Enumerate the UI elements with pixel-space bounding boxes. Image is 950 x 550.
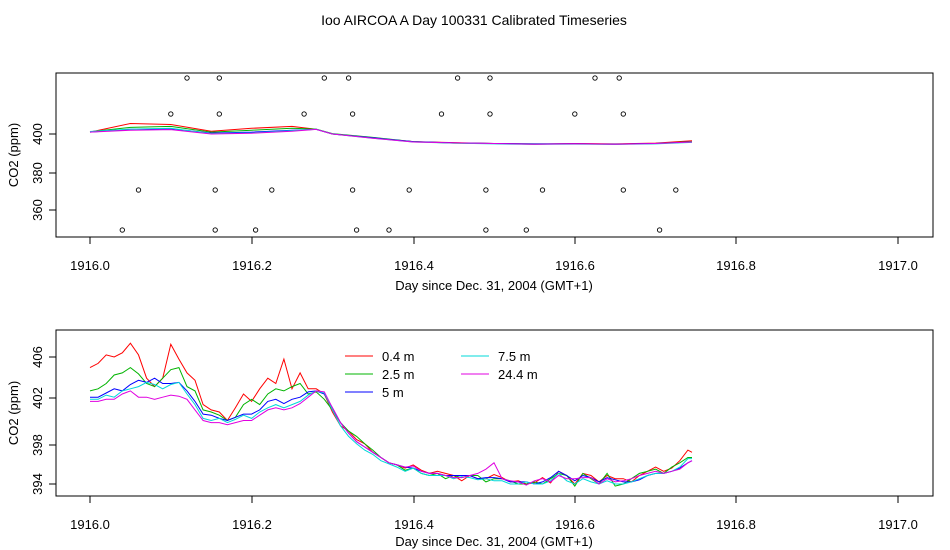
data-point-marker [483, 187, 489, 193]
y-axis-label: CO2 (ppm) [6, 123, 21, 187]
x-axis-label: Day since Dec. 31, 2004 (GMT+1) [395, 534, 593, 549]
series-line-24-4-m [90, 390, 693, 486]
series-line-24-4-m [89, 128, 693, 145]
data-point-marker [523, 227, 529, 233]
data-point-marker [269, 187, 275, 193]
data-point-marker [252, 227, 259, 233]
plot-frame [55, 329, 934, 497]
x-tick-label: 1916.8 [716, 517, 756, 532]
y-axis-label: CO2 (ppm) [6, 381, 21, 445]
x-tick-label: 1916.0 [70, 517, 110, 532]
data-point-marker [216, 111, 222, 117]
chart-title: Ioo AIRCOA A Day 100331 Calibrated Times… [321, 12, 627, 28]
x-axis-label: Day since Dec. 31, 2004 (GMT+1) [395, 278, 593, 293]
data-point-marker [349, 111, 356, 117]
data-point-marker [572, 111, 578, 117]
data-point-marker [487, 111, 493, 117]
panel-1: 1916.0 1916.2 1916.4 1916.6 1916.8 1917.0 360 3… [6, 72, 934, 293]
data-point-marker [212, 227, 218, 233]
data-point-marker [656, 227, 663, 233]
data-point-marker [135, 187, 142, 193]
y-tick-label: 380 [30, 162, 45, 184]
data-point-marker [483, 227, 489, 233]
data-point-marker [345, 75, 352, 81]
data-point-marker [438, 111, 445, 117]
data-point-marker [301, 111, 307, 117]
series-line-7-5-m [90, 381, 692, 485]
data-point-marker [216, 75, 222, 81]
data-point-marker [386, 227, 392, 233]
data-point-marker [539, 187, 546, 193]
data-point-marker [349, 187, 356, 193]
data-point-marker [620, 187, 626, 193]
data-point-marker [212, 187, 218, 193]
legend-label: 7.5 m [498, 349, 531, 364]
data-point-marker [406, 187, 412, 193]
data-point-marker [168, 111, 174, 117]
legend-label: 5 m [382, 385, 404, 400]
x-tick-label: 1916.0 [70, 258, 110, 273]
x-tick-label: 1916.4 [394, 517, 434, 532]
legend-label: 24.4 m [498, 367, 538, 382]
plot-frame [55, 72, 934, 238]
y-tick-label: 400 [30, 123, 45, 145]
panel-2: 1916.0 1916.2 1916.4 1916.6 1916.8 1917.0 394 3… [6, 329, 934, 549]
data-point-marker [321, 75, 327, 81]
data-point-marker [454, 75, 461, 81]
data-point-marker [673, 187, 679, 193]
data-point-marker [487, 75, 493, 81]
data-point-marker [184, 75, 190, 81]
x-tick-label: 1916.8 [716, 258, 756, 273]
y-tick-label: 406 [30, 346, 45, 368]
legend-label: 2.5 m [382, 367, 415, 382]
x-tick-label: 1916.4 [394, 258, 434, 273]
x-tick-label: 1917.0 [878, 258, 918, 273]
legend: 0.4 m 2.5 m 5 m 7.5 m 24.4 m [345, 349, 538, 400]
data-point-marker [592, 75, 598, 81]
y-tick-label: 402 [30, 387, 45, 409]
y-tick-label: 394 [30, 473, 45, 495]
x-tick-label: 1916.6 [555, 258, 595, 273]
data-point-marker [620, 111, 626, 117]
y-tick-label: 360 [30, 199, 45, 221]
data-point-marker [353, 227, 360, 233]
legend-label: 0.4 m [382, 349, 415, 364]
x-tick-label: 1917.0 [878, 517, 918, 532]
data-point-marker [119, 227, 125, 233]
series-line-0-4-m [89, 122, 693, 145]
y-tick-label: 398 [30, 434, 45, 456]
x-tick-label: 1916.6 [555, 517, 595, 532]
data-point-marker [616, 75, 622, 81]
x-tick-label: 1916.2 [232, 517, 272, 532]
x-tick-label: 1916.2 [232, 258, 272, 273]
